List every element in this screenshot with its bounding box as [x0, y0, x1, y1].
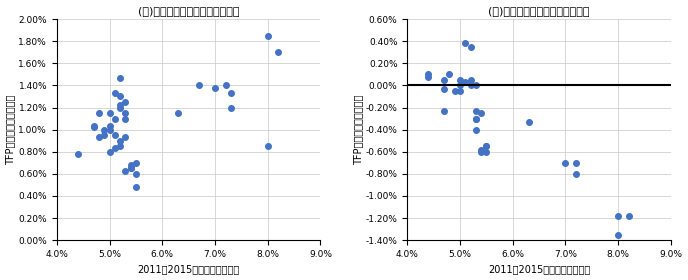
Point	[455, 83, 466, 88]
Point	[104, 111, 115, 115]
Point	[109, 91, 120, 95]
Point	[455, 78, 466, 82]
Point	[125, 163, 136, 167]
Point	[560, 160, 571, 165]
Point	[475, 111, 486, 115]
Point	[109, 116, 120, 121]
Point	[423, 72, 434, 77]
Point	[465, 45, 476, 49]
Point	[94, 135, 105, 140]
X-axis label: 2011～2015年最低賃金上昇率: 2011～2015年最低賃金上昇率	[488, 264, 590, 274]
Point	[99, 127, 110, 132]
X-axis label: 2011～2015年最低賃金上昇率: 2011～2015年最低賃金上昇率	[138, 264, 239, 274]
Point	[115, 105, 126, 110]
Y-axis label: TFP成長率（退出効果）: TFP成長率（退出効果）	[353, 94, 363, 165]
Point	[120, 116, 131, 121]
Point	[481, 144, 492, 148]
Point	[115, 75, 126, 80]
Point	[120, 135, 131, 140]
Point	[131, 172, 142, 176]
Point	[471, 83, 482, 88]
Point	[439, 87, 450, 91]
Point	[125, 166, 136, 171]
Point	[570, 172, 581, 176]
Point	[173, 111, 184, 115]
Point	[481, 144, 492, 148]
Point	[475, 147, 486, 152]
Point	[99, 133, 110, 137]
Point	[115, 138, 126, 143]
Point	[475, 150, 486, 154]
Point	[471, 109, 482, 113]
Point	[109, 133, 120, 137]
Point	[104, 150, 115, 154]
Point	[262, 144, 273, 148]
Point	[481, 150, 492, 154]
Point	[125, 166, 136, 171]
Point	[262, 33, 273, 38]
Point	[570, 160, 581, 165]
Point	[613, 232, 624, 237]
Title: (ｂ)　最低賃金の上昇と退出効果: (ｂ) 最低賃金の上昇と退出効果	[488, 6, 590, 16]
Point	[104, 127, 115, 132]
Point	[439, 78, 450, 82]
Y-axis label: TFP成長率（参入効果）: TFP成長率（参入効果）	[6, 94, 16, 165]
Point	[465, 78, 476, 82]
Point	[225, 91, 236, 95]
Point	[109, 146, 120, 151]
Point	[460, 80, 471, 84]
Point	[209, 85, 220, 90]
Point	[104, 124, 115, 129]
Point	[471, 116, 482, 121]
Point	[423, 74, 434, 79]
Point	[88, 125, 99, 130]
Point	[131, 185, 142, 189]
Point	[225, 105, 236, 110]
Point	[94, 111, 105, 115]
Point	[471, 127, 482, 132]
Point	[88, 124, 99, 129]
Point	[439, 109, 450, 113]
Point	[523, 120, 534, 124]
Title: (ａ)　最低賃金の上昇と参入効果: (ａ) 最低賃金の上昇と参入効果	[138, 6, 239, 16]
Point	[120, 168, 131, 173]
Point	[194, 83, 205, 88]
Point	[131, 160, 142, 165]
Point	[115, 94, 126, 99]
Point	[272, 50, 283, 55]
Point	[444, 72, 455, 77]
Point	[449, 89, 460, 93]
Point	[465, 83, 476, 88]
Point	[623, 214, 634, 218]
Point	[115, 103, 126, 108]
Point	[115, 144, 126, 148]
Point	[460, 41, 471, 46]
Point	[220, 83, 231, 88]
Point	[471, 116, 482, 121]
Point	[455, 89, 466, 93]
Point	[120, 111, 131, 115]
Point	[613, 214, 624, 218]
Point	[120, 100, 131, 104]
Point	[72, 152, 83, 156]
